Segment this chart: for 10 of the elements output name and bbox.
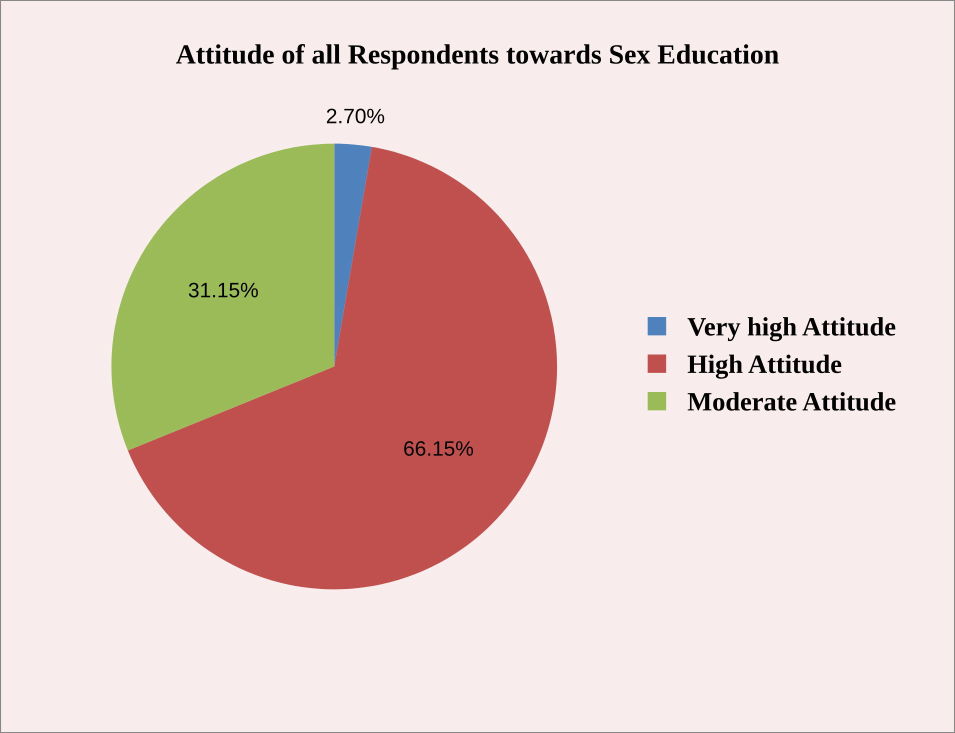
pie-slice [334, 144, 372, 366]
legend-label: Moderate Attitude [688, 392, 896, 411]
pie-slice [111, 144, 334, 450]
data-label: 66.15% [404, 441, 474, 456]
legend-label: High Attitude [688, 354, 842, 379]
pie-slice [128, 146, 558, 590]
data-label: 31.15% [188, 282, 258, 298]
data-label: 2.70% [326, 108, 384, 124]
chart-title: Attitude of all Respondents towards Sex Education [176, 44, 779, 70]
legend-label: Very high Attitude [688, 317, 896, 342]
